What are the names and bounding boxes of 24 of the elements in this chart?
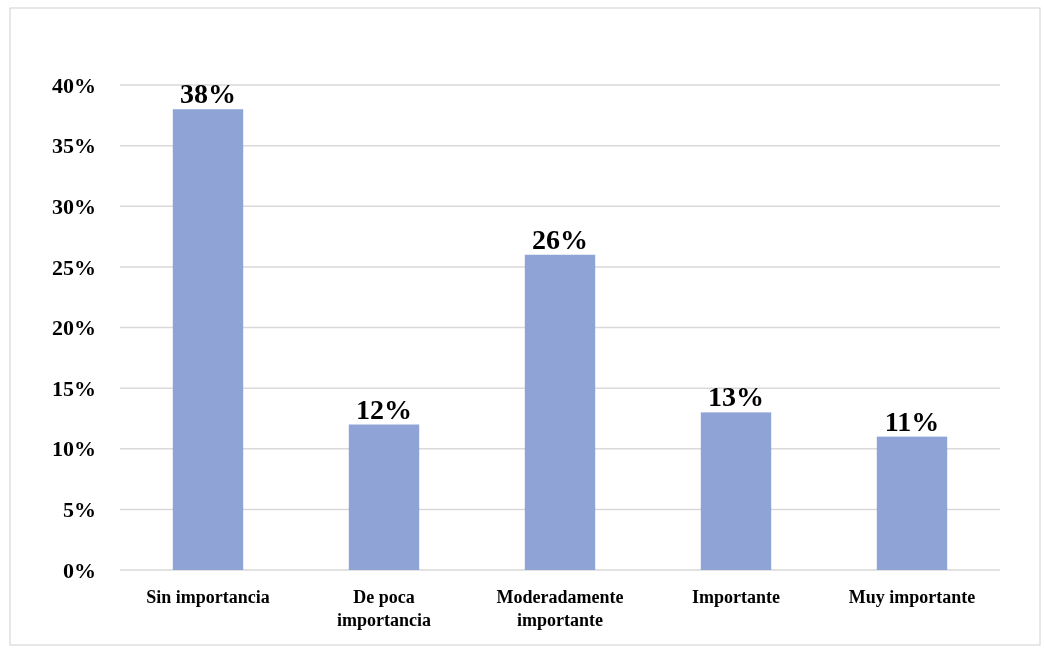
x-tick-label: Muy importante xyxy=(848,587,976,607)
y-tick-label: 20% xyxy=(52,315,96,341)
data-label: 38% xyxy=(180,78,236,110)
y-tick-label: 0% xyxy=(63,557,96,583)
y-tick-label: 25% xyxy=(52,254,96,280)
bar xyxy=(700,412,772,570)
data-label: 13% xyxy=(708,381,764,413)
y-tick-label: 30% xyxy=(52,193,96,219)
y-tick-label: 40% xyxy=(52,72,96,98)
y-tick-label: 5% xyxy=(63,497,96,523)
data-label: 11% xyxy=(884,405,940,437)
x-tick-label: Sin importancia xyxy=(146,587,270,607)
bar xyxy=(524,254,596,570)
y-tick-label: 15% xyxy=(52,375,96,401)
bar xyxy=(172,109,244,570)
x-tick-label: De poca importancia xyxy=(337,587,431,630)
y-tick-label: 10% xyxy=(52,436,96,462)
y-tick-label: 35% xyxy=(52,133,96,159)
data-label: 26% xyxy=(532,223,588,255)
x-tick-label: Moderadamente importante xyxy=(496,587,624,630)
x-tick-label: Importante xyxy=(692,587,780,607)
bar xyxy=(348,424,420,570)
bar xyxy=(876,436,948,570)
data-label: 12% xyxy=(356,393,412,425)
